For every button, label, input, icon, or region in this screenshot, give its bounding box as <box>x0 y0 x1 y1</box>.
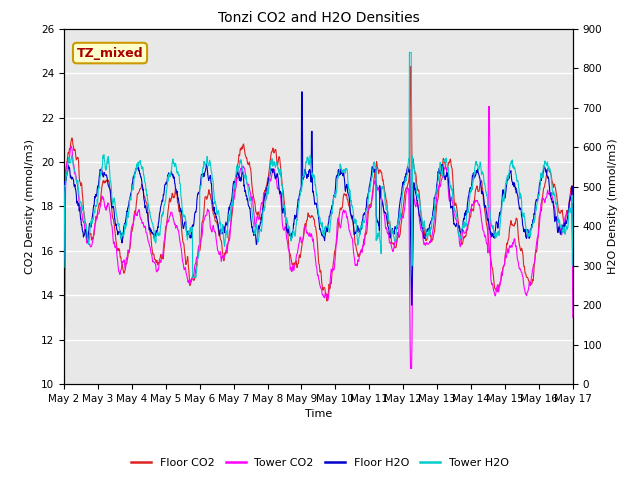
X-axis label: Time: Time <box>305 409 332 419</box>
Title: Tonzi CO2 and H2O Densities: Tonzi CO2 and H2O Densities <box>218 11 419 25</box>
Y-axis label: H2O Density (mmol/m3): H2O Density (mmol/m3) <box>608 139 618 274</box>
Legend: Floor CO2, Tower CO2, Floor H2O, Tower H2O: Floor CO2, Tower CO2, Floor H2O, Tower H… <box>126 453 514 472</box>
Y-axis label: CO2 Density (mmol/m3): CO2 Density (mmol/m3) <box>26 139 35 274</box>
Text: TZ_mixed: TZ_mixed <box>77 47 143 60</box>
